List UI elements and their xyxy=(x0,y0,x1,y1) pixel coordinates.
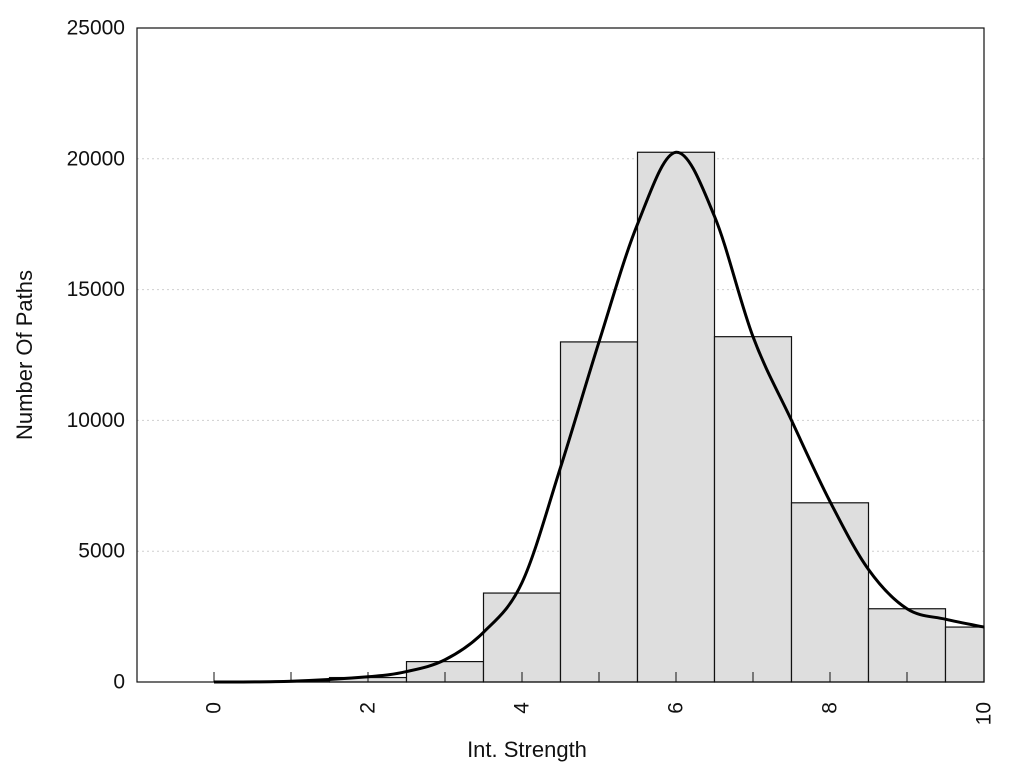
x-tick-label-6: 6 xyxy=(665,702,688,714)
bars xyxy=(251,151,985,683)
bar-5 xyxy=(559,341,639,683)
y-tick-label-25000: 25000 xyxy=(67,17,125,40)
x-tick-label-4: 4 xyxy=(511,702,534,714)
y-tick-label-15000: 15000 xyxy=(67,278,125,301)
y-tick-labels: 0 5000 10000 15000 20000 25000 xyxy=(67,17,125,694)
x-axis-title: Int. Strength xyxy=(467,737,587,762)
x-tick-labels: 0 2 4 6 8 10 xyxy=(203,702,996,726)
bar-4 xyxy=(482,592,562,683)
x-tick-label-8: 8 xyxy=(819,702,842,714)
x-tick-label-2: 2 xyxy=(357,702,380,714)
y-tick-label-20000: 20000 xyxy=(67,147,125,170)
x-tick-label-10: 10 xyxy=(973,702,996,725)
x-tick-label-0: 0 xyxy=(203,702,226,714)
bar-6 xyxy=(636,151,716,683)
y-axis-title: Number Of Paths xyxy=(12,270,37,440)
y-tick-label-5000: 5000 xyxy=(78,540,125,563)
bar-9 xyxy=(867,608,947,683)
plot-frame xyxy=(136,27,985,683)
bar-10 xyxy=(944,626,985,683)
y-tick-label-0: 0 xyxy=(113,671,125,694)
y-tick-label-10000: 10000 xyxy=(67,409,125,432)
bar-7 xyxy=(713,336,793,683)
bar-8 xyxy=(790,502,870,683)
density-curve xyxy=(213,150,985,684)
